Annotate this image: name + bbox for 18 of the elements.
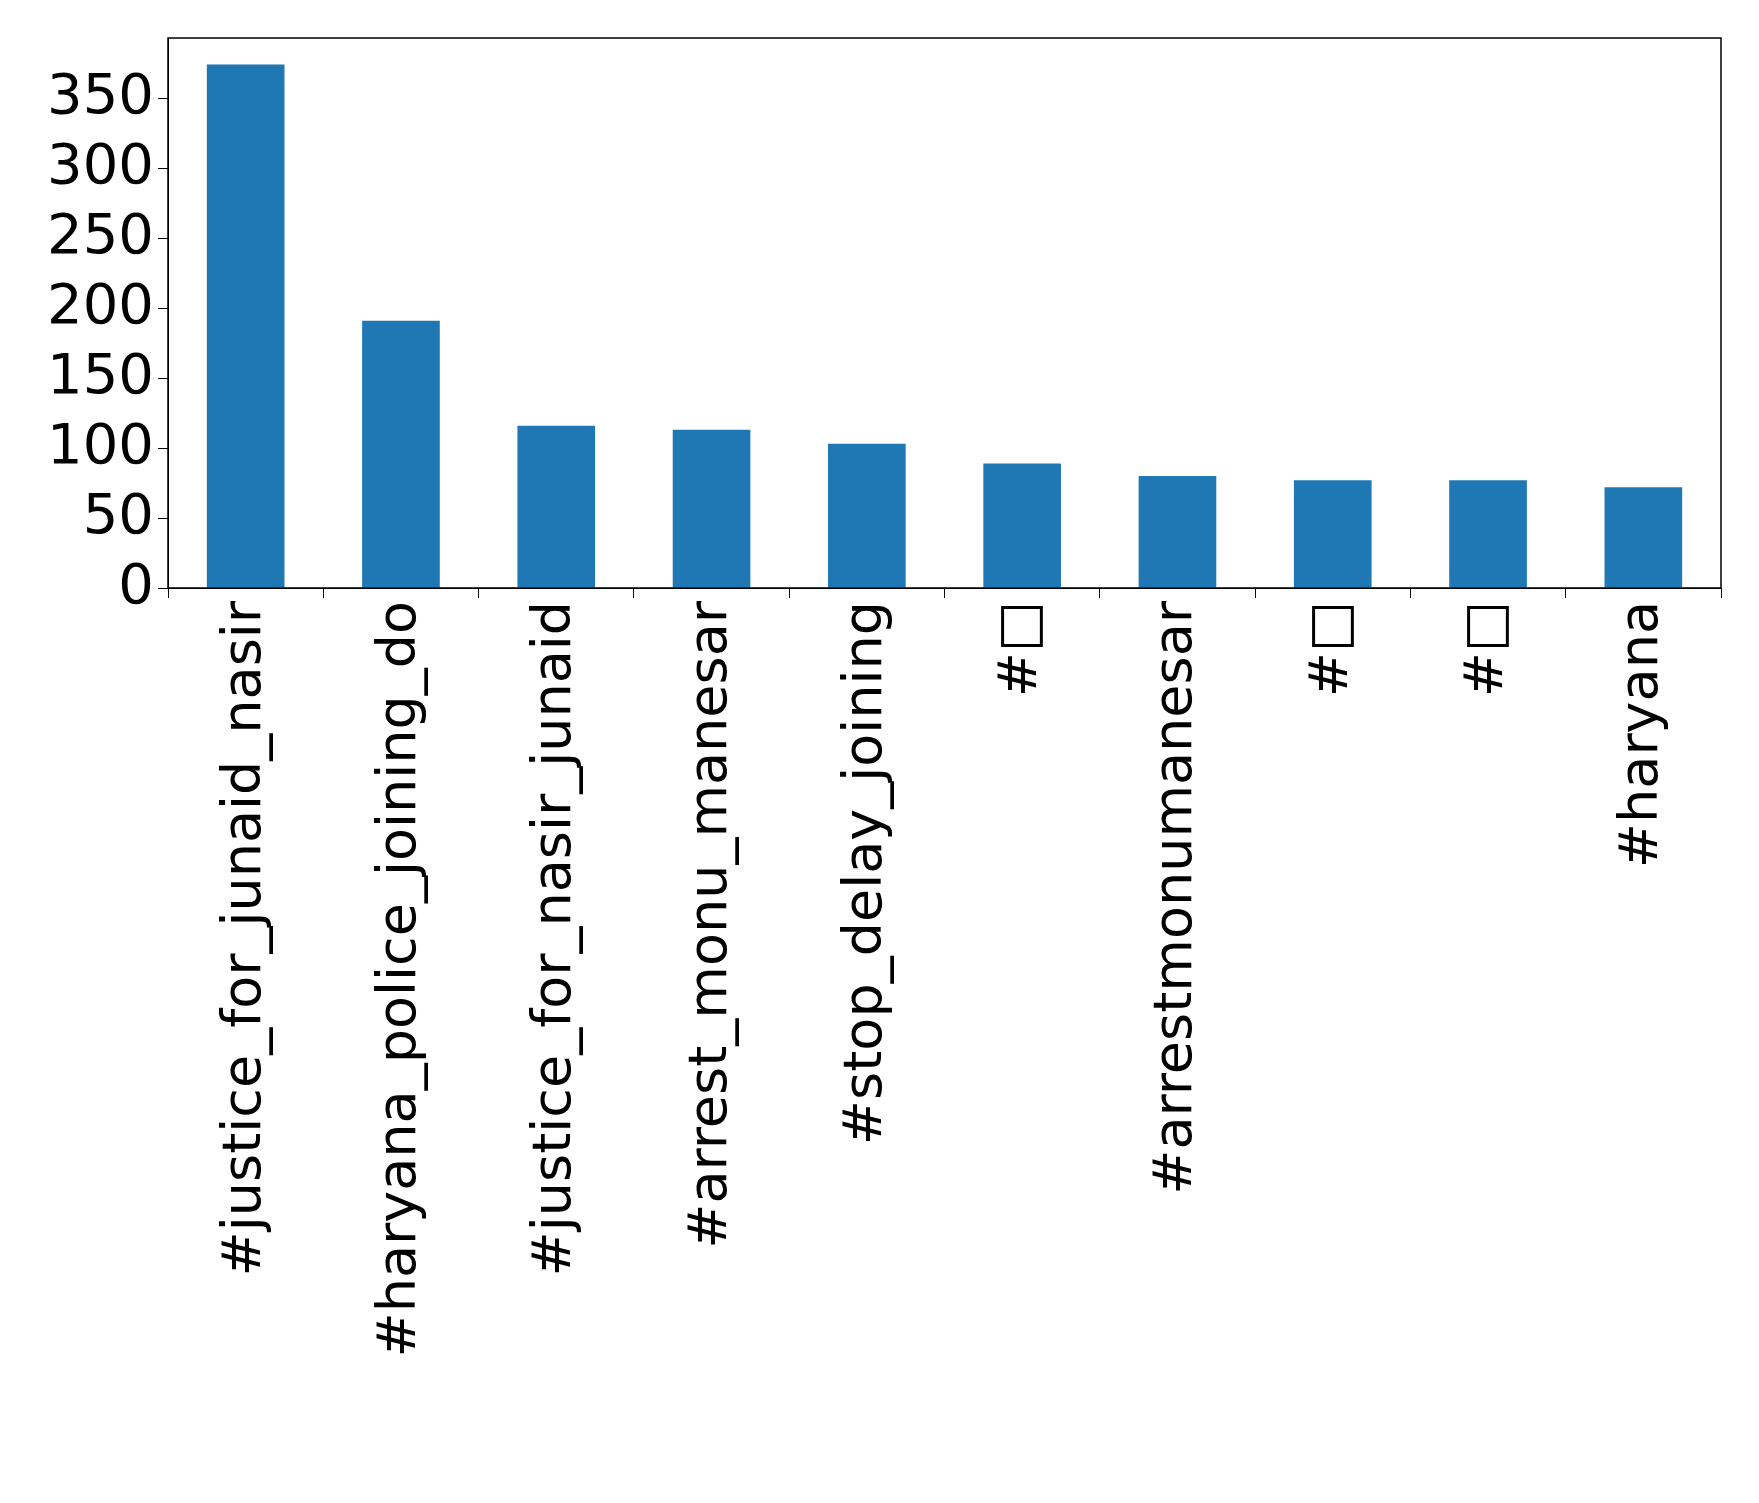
y-tick-label: 350 bbox=[47, 60, 154, 126]
x-tick-label: #□ bbox=[1452, 601, 1516, 698]
y-tick-label: 300 bbox=[47, 130, 154, 196]
y-tick-label: 150 bbox=[47, 340, 154, 406]
x-tick-label: #justice_for_nasir_junaid bbox=[520, 601, 584, 1277]
x-tick-label: #arrestmonumanesar bbox=[1141, 600, 1205, 1195]
y-tick-label: 100 bbox=[47, 410, 154, 476]
x-tick-label: #□ bbox=[1296, 601, 1360, 698]
x-tick-label: #stop_delay_joining bbox=[830, 601, 894, 1146]
x-tick-label: #haryana bbox=[1607, 601, 1671, 869]
x-tick-label: #justice_for_junaid_nasir bbox=[209, 600, 273, 1277]
y-tick-label: 50 bbox=[82, 480, 154, 546]
x-tick-label: #□ bbox=[986, 601, 1050, 698]
y-tick-label: 0 bbox=[118, 550, 154, 616]
y-tick-label: 200 bbox=[47, 270, 154, 336]
x-tick-label: #arrest_monu_manesar bbox=[675, 600, 739, 1249]
y-tick-label: 250 bbox=[47, 200, 154, 266]
x-tick-label: #haryana_police_joining_do bbox=[364, 601, 428, 1358]
